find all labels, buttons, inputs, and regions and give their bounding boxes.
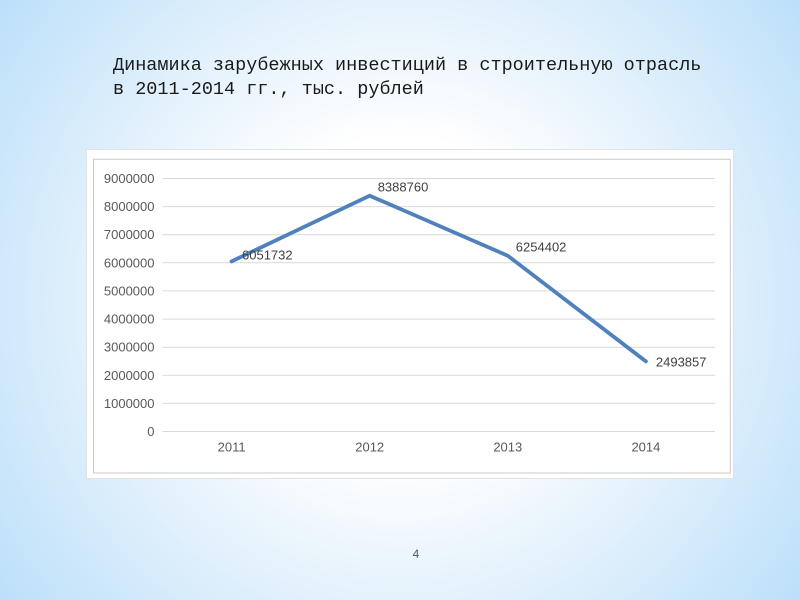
svg-text:8388760: 8388760 — [378, 180, 429, 195]
svg-text:6000000: 6000000 — [104, 255, 155, 270]
svg-text:2000000: 2000000 — [104, 368, 155, 383]
svg-text:2013: 2013 — [493, 440, 522, 455]
svg-text:0: 0 — [147, 424, 154, 439]
svg-text:7000000: 7000000 — [104, 227, 155, 242]
svg-text:8000000: 8000000 — [104, 199, 155, 214]
svg-text:6051732: 6051732 — [242, 247, 293, 262]
svg-text:9000000: 9000000 — [104, 171, 155, 186]
svg-text:2493857: 2493857 — [656, 354, 707, 369]
svg-text:2014: 2014 — [631, 440, 660, 455]
svg-text:1000000: 1000000 — [104, 396, 155, 411]
svg-text:6254402: 6254402 — [516, 240, 567, 255]
svg-text:2012: 2012 — [355, 440, 384, 455]
svg-text:2011: 2011 — [218, 440, 246, 455]
svg-text:4000000: 4000000 — [104, 312, 155, 327]
svg-text:3000000: 3000000 — [104, 340, 155, 355]
svg-text:5000000: 5000000 — [104, 283, 155, 298]
